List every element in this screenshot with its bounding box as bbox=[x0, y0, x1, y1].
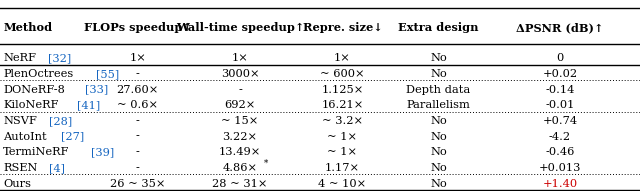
Text: Depth data: Depth data bbox=[406, 85, 470, 95]
Text: -0.14: -0.14 bbox=[545, 85, 575, 95]
Text: 1.125×: 1.125× bbox=[321, 85, 364, 95]
Text: No: No bbox=[430, 163, 447, 173]
Text: ~ 3.2×: ~ 3.2× bbox=[322, 116, 363, 126]
Text: No: No bbox=[430, 179, 447, 189]
Text: [4]: [4] bbox=[49, 163, 65, 173]
Text: 0: 0 bbox=[556, 53, 564, 63]
Text: -: - bbox=[136, 132, 140, 142]
Text: KiloNeRF: KiloNeRF bbox=[3, 100, 59, 110]
Text: PlenOctrees: PlenOctrees bbox=[3, 69, 74, 79]
Text: 692×: 692× bbox=[225, 100, 255, 110]
Text: 1×: 1× bbox=[129, 53, 146, 63]
Text: -0.01: -0.01 bbox=[545, 100, 575, 110]
Text: 4 ~ 10×: 4 ~ 10× bbox=[318, 179, 367, 189]
Text: AutoInt: AutoInt bbox=[3, 132, 47, 142]
Text: -0.46: -0.46 bbox=[545, 147, 575, 157]
Text: 16.21×: 16.21× bbox=[321, 100, 364, 110]
Text: 27.60×: 27.60× bbox=[116, 85, 159, 95]
Text: No: No bbox=[430, 53, 447, 63]
Text: -: - bbox=[136, 147, 140, 157]
Text: -: - bbox=[136, 69, 140, 79]
Text: [32]: [32] bbox=[48, 53, 71, 63]
Text: No: No bbox=[430, 132, 447, 142]
Text: +0.02: +0.02 bbox=[543, 69, 577, 79]
Text: [27]: [27] bbox=[61, 132, 84, 142]
Text: Method: Method bbox=[3, 22, 52, 33]
Text: 1.17×: 1.17× bbox=[325, 163, 360, 173]
Text: [55]: [55] bbox=[96, 69, 119, 79]
Text: Extra design: Extra design bbox=[398, 22, 479, 33]
Text: +0.013: +0.013 bbox=[539, 163, 581, 173]
Text: 3.22×: 3.22× bbox=[223, 132, 257, 142]
Text: Repre. size↓: Repre. size↓ bbox=[303, 22, 382, 33]
Text: TermiNeRF: TermiNeRF bbox=[3, 147, 70, 157]
Text: 1×: 1× bbox=[232, 53, 248, 63]
Text: No: No bbox=[430, 116, 447, 126]
Text: RSEN: RSEN bbox=[3, 163, 38, 173]
Text: +0.74: +0.74 bbox=[543, 116, 577, 126]
Text: Wall-time speedup↑: Wall-time speedup↑ bbox=[176, 22, 304, 33]
Text: 1×: 1× bbox=[334, 53, 351, 63]
Text: ~ 15×: ~ 15× bbox=[221, 116, 259, 126]
Text: No: No bbox=[430, 147, 447, 157]
Text: +1.40: +1.40 bbox=[543, 179, 577, 189]
Text: NeRF: NeRF bbox=[3, 53, 36, 63]
Text: Ours: Ours bbox=[3, 179, 31, 189]
Text: [39]: [39] bbox=[91, 147, 114, 157]
Text: [41]: [41] bbox=[77, 100, 100, 110]
Text: DONeRF-8: DONeRF-8 bbox=[3, 85, 65, 95]
Text: *: * bbox=[264, 159, 268, 168]
Text: -4.2: -4.2 bbox=[549, 132, 571, 142]
Text: ~ 600×: ~ 600× bbox=[320, 69, 365, 79]
Text: 26 ~ 35×: 26 ~ 35× bbox=[110, 179, 165, 189]
Text: 28 ~ 31×: 28 ~ 31× bbox=[212, 179, 268, 189]
Text: No: No bbox=[430, 69, 447, 79]
Text: [33]: [33] bbox=[85, 85, 108, 95]
Text: -: - bbox=[238, 85, 242, 95]
Text: -: - bbox=[136, 116, 140, 126]
Text: ΔPSNR (dB)↑: ΔPSNR (dB)↑ bbox=[516, 22, 604, 33]
Text: FLOPs speedup↑: FLOPs speedup↑ bbox=[84, 22, 191, 33]
Text: Parallelism: Parallelism bbox=[406, 100, 470, 110]
Text: ~ 1×: ~ 1× bbox=[328, 147, 357, 157]
Text: ~ 0.6×: ~ 0.6× bbox=[117, 100, 158, 110]
Text: 3000×: 3000× bbox=[221, 69, 259, 79]
Text: -: - bbox=[136, 163, 140, 173]
Text: 13.49×: 13.49× bbox=[219, 147, 261, 157]
Text: ~ 1×: ~ 1× bbox=[328, 132, 357, 142]
Text: 4.86×: 4.86× bbox=[223, 163, 257, 173]
Text: NSVF: NSVF bbox=[3, 116, 37, 126]
Text: [28]: [28] bbox=[49, 116, 72, 126]
